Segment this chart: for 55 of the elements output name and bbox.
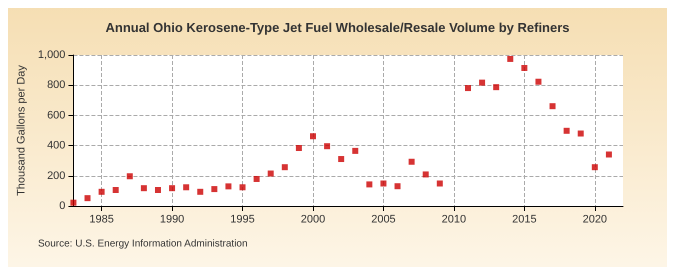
- point: [169, 185, 176, 192]
- y-tick-label: 1,000: [38, 49, 66, 61]
- x-tick-label: 1990: [160, 214, 184, 226]
- point: [338, 156, 344, 162]
- chart-title: Annual Ohio Kerosene-Type Jet Fuel Wholesale/Resale Volume by Refiners: [105, 20, 570, 35]
- x-tick-label: 2000: [300, 214, 326, 226]
- point: [70, 200, 76, 206]
- point: [394, 183, 401, 190]
- point: [408, 158, 415, 165]
- point: [422, 171, 429, 178]
- point: [550, 103, 556, 110]
- point: [240, 184, 246, 190]
- x-tick-label: 1985: [89, 214, 114, 226]
- point: [479, 80, 486, 86]
- point: [578, 130, 584, 137]
- x-tick-label: 1995: [230, 214, 255, 226]
- x-tick-label: 2005: [371, 214, 396, 226]
- point: [98, 188, 105, 195]
- point: [507, 56, 514, 62]
- point: [493, 84, 500, 90]
- point: [324, 143, 330, 150]
- source-note: Source: U.S. Energy Information Administration: [38, 238, 248, 250]
- point: [366, 181, 372, 188]
- point: [126, 173, 133, 180]
- x-tick-label: 2015: [512, 214, 537, 226]
- y-axis-title: Thousand Gallons per Day: [16, 64, 28, 196]
- x-tick-label: 2020: [582, 214, 608, 226]
- y-tick-label: 0: [59, 200, 66, 212]
- point: [352, 148, 358, 154]
- y-tick-label: 200: [47, 170, 66, 182]
- point: [268, 170, 274, 177]
- point: [436, 180, 443, 186]
- point: [254, 176, 260, 182]
- y-tick-label: 400: [47, 140, 66, 152]
- x-tick-label: 2010: [442, 214, 466, 226]
- point: [282, 164, 288, 170]
- point: [535, 78, 542, 85]
- point: [592, 164, 598, 170]
- point: [112, 186, 119, 193]
- y-tick-label: 600: [47, 109, 66, 122]
- point: [154, 186, 161, 193]
- point: [183, 184, 190, 190]
- point: [310, 133, 316, 140]
- point: [225, 183, 232, 190]
- y-tick-label: 800: [47, 79, 66, 92]
- point: [140, 185, 147, 192]
- point: [197, 188, 204, 195]
- point: [211, 186, 218, 192]
- point: [606, 152, 612, 158]
- point: [464, 85, 471, 92]
- point: [84, 195, 91, 202]
- point: [380, 180, 386, 186]
- point: [296, 145, 302, 152]
- point: [521, 64, 528, 71]
- point: [564, 128, 570, 134]
